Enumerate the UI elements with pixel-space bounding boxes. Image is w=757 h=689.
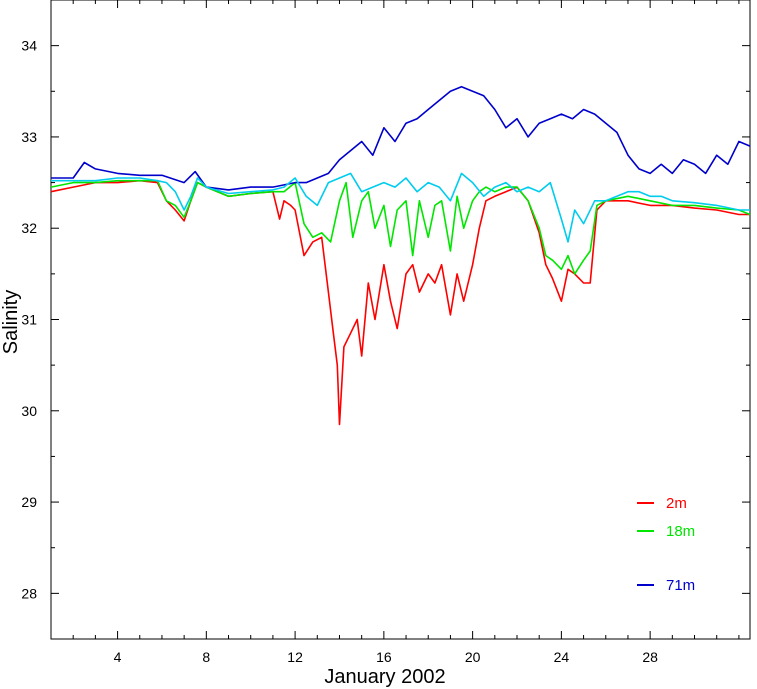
series-line-2m <box>50 179 750 426</box>
tick-layer: 4 8 12 16 20 24 28 28 29 30 31 32 33 34 <box>21 0 750 665</box>
x-tick-label: 4 <box>114 649 122 665</box>
y-axis-title: Salinity <box>0 290 22 354</box>
legend: 2m 18m 71m <box>637 495 695 594</box>
legend-label: 2m <box>666 495 687 512</box>
y-tick-label: 33 <box>21 129 37 145</box>
x-axis-title: January 2002 <box>324 666 445 688</box>
series-line-71m <box>51 85 751 191</box>
y-tick-label: 30 <box>21 403 37 419</box>
legend-label: 18m <box>666 523 695 540</box>
x-tick-label: 28 <box>642 649 658 665</box>
y-tick-label: 31 <box>21 312 37 328</box>
x-tick-label: 16 <box>376 649 392 665</box>
legend-label: 71m <box>666 577 695 594</box>
x-tick-label: 24 <box>554 649 570 665</box>
y-tick-label: 28 <box>21 585 37 601</box>
series-line-series-4 <box>51 172 750 243</box>
plot-frame <box>50 0 751 640</box>
series-layer <box>50 85 751 426</box>
x-tick-label: 8 <box>202 649 210 665</box>
x-tick-label: 20 <box>465 649 481 665</box>
series-line-18m <box>50 179 751 275</box>
y-tick-label: 34 <box>21 38 37 54</box>
x-tick-label: 12 <box>287 649 303 665</box>
y-tick-label: 32 <box>21 220 37 236</box>
y-tick-label: 29 <box>21 494 37 510</box>
